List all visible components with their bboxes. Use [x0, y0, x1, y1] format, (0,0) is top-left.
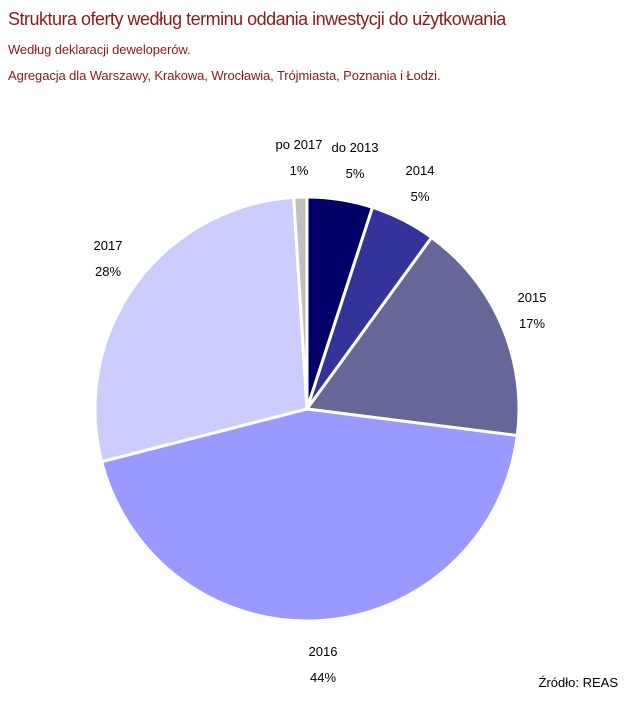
slice-percent-label: 17%	[519, 316, 545, 331]
slice-percent-label: 1%	[290, 163, 309, 178]
slice-label-group-po-2017: po 2017 1%	[276, 137, 323, 178]
pie-slice-2016	[100, 407, 519, 623]
slice-category-label: po 2017	[276, 137, 323, 152]
pie-slice-2015	[305, 235, 521, 438]
chart-title: Struktura oferty według terminu oddania …	[8, 9, 506, 29]
source-note: Źródło: REAS	[538, 675, 618, 690]
slice-label-group-2017: 2017 28%	[94, 238, 123, 279]
slice-category-label: 2016	[309, 644, 338, 659]
slice-category-label: 2014	[406, 163, 435, 178]
slice-label-group-2016: 2016 44%	[309, 644, 338, 685]
slice-percent-label: 5%	[411, 189, 430, 204]
pie-slice-po-2017	[292, 195, 309, 411]
slice-category-label: do 2013	[332, 140, 379, 155]
slice-label-group-2015: 2015 17%	[518, 290, 547, 331]
slice-label-group-2014: 2014 5%	[406, 163, 435, 204]
slice-percent-label: 5%	[346, 166, 365, 181]
pie-slice-2017	[93, 195, 309, 464]
slice-category-label: 2015	[518, 290, 547, 305]
slice-percent-label: 28%	[95, 264, 121, 279]
chart-subtitle-aggregation: Agregacja dla Warszawy, Krakowa, Wrocław…	[8, 68, 441, 83]
slice-percent-label: 44%	[310, 670, 336, 685]
slice-category-label: 2017	[94, 238, 123, 253]
slice-label-group-do-2013: do 2013 5%	[332, 140, 379, 181]
chart-subtitle: Według deklaracji deweloperów.	[8, 42, 191, 57]
